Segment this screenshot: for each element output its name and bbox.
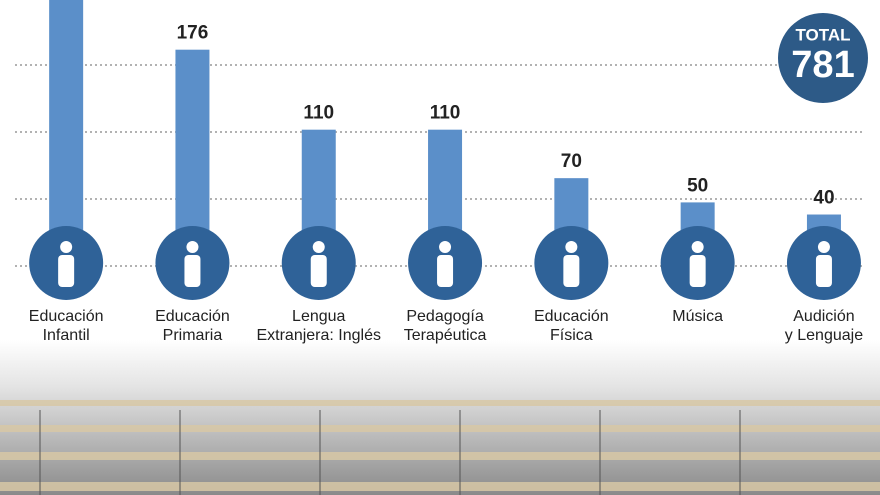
icon-body: [58, 255, 75, 287]
x-tick-label: Educación: [29, 308, 104, 325]
value-label: 110: [430, 103, 461, 124]
icon-head: [186, 241, 199, 253]
x-tick-label: Educación: [534, 308, 609, 325]
icon-head: [691, 241, 704, 253]
x-tick-label: Primaria: [163, 327, 223, 344]
icon-figure: [563, 241, 580, 287]
total-badge: [778, 13, 868, 103]
icon-body: [689, 255, 706, 287]
icon-figure: [815, 241, 832, 287]
icon-body: [184, 255, 201, 287]
icon-head: [817, 241, 830, 253]
value-label: 110: [303, 103, 334, 124]
value-label: 176: [177, 23, 209, 44]
icon-head: [565, 241, 578, 253]
icon-head: [312, 241, 325, 253]
photo-background: [0, 340, 880, 495]
icon-body: [437, 255, 454, 287]
x-tick-label: Audición: [793, 308, 854, 325]
x-tick-label: Música: [672, 308, 723, 325]
x-tick-label: Física: [550, 327, 593, 344]
x-tick-label: y Lenguaje: [785, 327, 863, 344]
icon-body: [310, 255, 327, 287]
total-label: TOTAL: [795, 25, 850, 44]
x-tick-label: Extranjera: Inglés: [256, 327, 381, 344]
icon-body: [563, 255, 580, 287]
icon-figure: [184, 241, 201, 287]
value-label: 40: [813, 188, 834, 209]
icon-head: [439, 241, 452, 253]
icon-body: [815, 255, 832, 287]
icon-figure: [437, 241, 454, 287]
bar: [49, 0, 84, 264]
value-label: 70: [561, 151, 582, 172]
icon-figure: [310, 241, 327, 287]
x-tick-label: Infantil: [43, 327, 90, 344]
total-value: 781: [791, 44, 854, 86]
value-label: 50: [687, 175, 708, 196]
x-tick-label: Pedagogía: [406, 308, 484, 325]
x-tick-label: Terapéutica: [404, 327, 487, 344]
icon-figure: [58, 241, 75, 287]
x-tick-label: Educación: [155, 308, 230, 325]
icon-head: [60, 241, 73, 253]
icon-figure: [689, 241, 706, 287]
x-tick-label: Lengua: [292, 308, 345, 325]
